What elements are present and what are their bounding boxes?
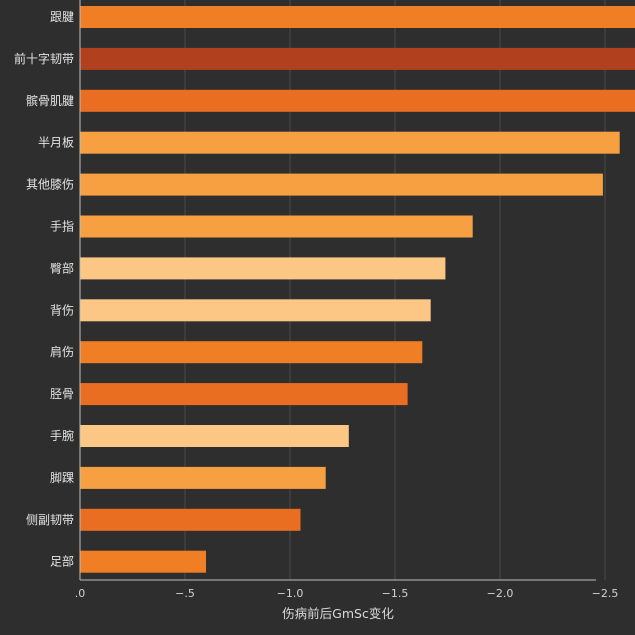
x-tick-label: −.5 bbox=[175, 587, 195, 600]
bar bbox=[80, 47, 635, 70]
x-tick-label: −2.0 bbox=[487, 587, 514, 600]
gridlines bbox=[184, 0, 606, 580]
x-tick-label: −1.5 bbox=[382, 587, 409, 600]
bar bbox=[80, 131, 620, 154]
bars bbox=[80, 6, 635, 573]
category-label: 臀部 bbox=[50, 260, 74, 275]
bar bbox=[80, 173, 603, 196]
bar bbox=[80, 6, 635, 28]
category-label: 半月板 bbox=[38, 136, 74, 150]
x-tick-label: −1.0 bbox=[277, 587, 304, 600]
bar bbox=[80, 257, 446, 280]
bar bbox=[80, 341, 423, 364]
bar bbox=[80, 508, 301, 531]
category-label: 手腕 bbox=[50, 428, 74, 443]
category-label: 手指 bbox=[50, 219, 74, 234]
category-label: 脚踝 bbox=[50, 470, 74, 485]
category-label: 肩伤 bbox=[50, 344, 74, 359]
bar bbox=[80, 466, 326, 489]
bar bbox=[80, 425, 349, 447]
bar bbox=[80, 383, 408, 406]
bar bbox=[80, 550, 206, 573]
category-label: 髌骨肌腱 bbox=[26, 93, 74, 108]
bar bbox=[80, 299, 431, 322]
category-label: 背伤 bbox=[50, 303, 74, 317]
bar bbox=[80, 215, 473, 238]
category-label: 胫骨 bbox=[50, 387, 74, 401]
x-axis-title: 伤病前后GmSc变化 bbox=[282, 606, 394, 621]
category-label: 跟腱 bbox=[50, 10, 74, 24]
category-label: 足部 bbox=[50, 554, 74, 569]
x-tick-label: .0 bbox=[75, 587, 86, 600]
category-label: 其他膝伤 bbox=[26, 178, 74, 192]
x-tick-label: −2.5 bbox=[592, 587, 619, 600]
category-label: 前十字韧带 bbox=[14, 51, 74, 66]
bar bbox=[80, 89, 635, 112]
category-label: 侧副韧带 bbox=[26, 513, 74, 527]
x-tick-labels: .0−.5−1.0−1.5−2.0−2.5−3.0−3.5−4.0−4.5 bbox=[75, 587, 619, 600]
